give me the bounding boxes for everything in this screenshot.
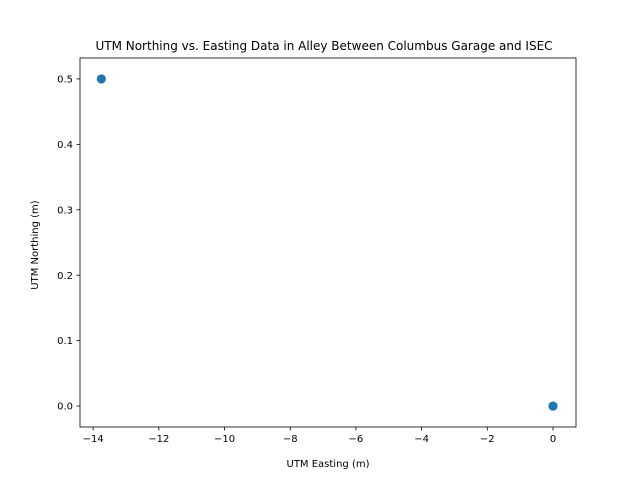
x-tick-label: −4 <box>414 434 429 445</box>
data-point <box>548 401 558 411</box>
y-tick-label: 0.5 <box>57 75 73 86</box>
x-tick-label: −14 <box>83 434 104 445</box>
x-tick-label: −6 <box>349 434 364 445</box>
axes-frame <box>79 57 577 428</box>
data-point <box>96 74 106 84</box>
x-axis-label: UTM Easting (m) <box>287 459 370 470</box>
y-tick-label: 0.0 <box>57 402 73 413</box>
x-tick-label: −12 <box>148 434 169 445</box>
plot-area: −14 −12 −10 −8 −6 −4 −2 0 0.0 0.1 0.2 0.3 0.4 0.5 <box>57 57 577 445</box>
x-tick-label: 0 <box>550 434 556 445</box>
y-axis-label: UTM Northing (m) <box>30 200 41 289</box>
x-tick-label: −2 <box>480 434 495 445</box>
x-tick-label: −10 <box>214 434 235 445</box>
y-tick-label: 0.2 <box>57 271 73 282</box>
y-tick-label: 0.4 <box>57 140 73 151</box>
x-tick-label: −8 <box>283 434 298 445</box>
y-tick-label: 0.3 <box>57 205 73 216</box>
y-tick-label: 0.1 <box>57 336 73 347</box>
chart-title: UTM Northing vs. Easting Data in Alley B… <box>95 39 552 53</box>
